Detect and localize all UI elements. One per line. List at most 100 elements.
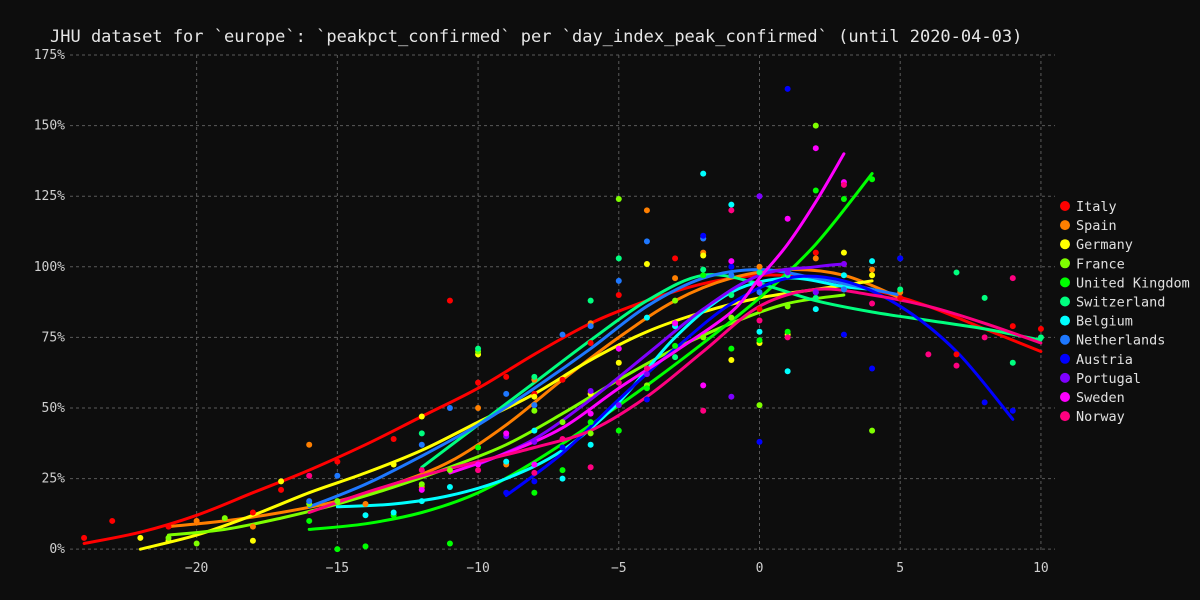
data-point-portugal <box>643 371 650 378</box>
data-point-belgium <box>840 272 847 279</box>
trend-line-netherlands <box>307 268 902 509</box>
data-point-italy <box>278 486 285 493</box>
data-point-belgium <box>587 441 594 448</box>
data-point-germany <box>390 461 397 468</box>
data-point-spain <box>643 207 650 214</box>
data-point-switzerland <box>1009 359 1016 366</box>
data-point-france <box>221 515 228 522</box>
data-point-austria <box>503 489 510 496</box>
data-point-sweden <box>615 345 622 352</box>
data-point-italy <box>446 297 453 304</box>
data-point-france <box>334 498 341 505</box>
data-point-germany <box>137 534 144 541</box>
data-point-belgium <box>728 201 735 208</box>
data-point-france <box>756 402 763 409</box>
data-point-united-kingdom <box>559 467 566 474</box>
legend-marker-germany <box>1060 239 1070 250</box>
x-tick-label: 10 <box>1033 561 1049 576</box>
data-point-france <box>784 303 791 310</box>
data-point-united-kingdom <box>615 427 622 434</box>
data-point-italy <box>249 509 256 516</box>
legend-marker-switzerland <box>1060 296 1070 307</box>
legend-marker-portugal <box>1060 372 1070 383</box>
data-point-netherlands <box>559 331 566 338</box>
trend-line-belgium <box>335 276 874 509</box>
x-tick-label: 0 <box>756 561 764 576</box>
data-point-belgium <box>531 427 538 434</box>
legend-label-austria: Austria <box>1076 352 1133 368</box>
data-point-united-kingdom <box>700 272 707 279</box>
data-points <box>81 85 1044 553</box>
data-point-spain <box>249 523 256 530</box>
legend-label-belgium: Belgium <box>1076 314 1133 330</box>
data-point-germany <box>869 272 876 279</box>
x-tick-label: −20 <box>185 561 208 576</box>
data-point-netherlands <box>643 238 650 245</box>
data-point-germany <box>531 393 538 400</box>
legend-label-switzerland: Switzerland <box>1076 295 1165 311</box>
data-point-portugal <box>587 388 594 395</box>
data-point-austria <box>840 331 847 338</box>
x-tick-label: −10 <box>466 561 489 576</box>
data-point-united-kingdom <box>531 489 538 496</box>
legend-label-united-kingdom: United Kingdom <box>1076 275 1190 291</box>
data-point-italy <box>812 249 819 256</box>
data-point-germany <box>418 413 425 420</box>
data-point-united-kingdom <box>446 540 453 547</box>
data-point-austria <box>531 478 538 485</box>
data-point-belgium <box>362 512 369 519</box>
data-point-germany <box>278 478 285 485</box>
trend-line-united-kingdom <box>307 172 874 531</box>
data-point-united-kingdom <box>643 385 650 392</box>
data-point-portugal <box>531 438 538 445</box>
x-tick-label: −5 <box>611 561 627 576</box>
legend-marker-austria <box>1060 353 1070 364</box>
data-point-germany <box>615 359 622 366</box>
data-point-norway <box>925 351 932 358</box>
data-point-spain <box>672 275 679 282</box>
data-point-italy <box>1009 323 1016 330</box>
legend-marker-italy <box>1060 201 1070 211</box>
data-point-norway <box>700 407 707 414</box>
data-point-austria <box>728 263 735 270</box>
y-tick-label: 125% <box>34 189 65 204</box>
legend-marker-united-kingdom <box>1060 277 1070 288</box>
data-point-sweden <box>784 215 791 222</box>
data-point-portugal <box>615 402 622 409</box>
data-point-portugal <box>784 269 791 276</box>
data-point-netherlands <box>756 289 763 296</box>
trend-line-germany <box>138 279 874 551</box>
data-point-netherlands <box>728 272 735 279</box>
legend-marker-sweden <box>1060 392 1070 402</box>
data-point-sweden <box>728 258 735 265</box>
data-point-portugal <box>756 193 763 200</box>
data-point-norway <box>869 300 876 307</box>
trend-line-france <box>167 293 846 537</box>
data-point-france <box>418 481 425 488</box>
data-point-norway <box>418 467 425 474</box>
data-point-germany <box>728 356 735 363</box>
data-point-austria <box>869 365 876 372</box>
data-point-norway <box>728 207 735 214</box>
data-point-spain <box>756 263 763 270</box>
data-point-united-kingdom <box>756 337 763 344</box>
data-point-germany <box>700 252 707 259</box>
data-point-belgium <box>559 475 566 482</box>
data-point-belgium <box>812 306 819 313</box>
data-point-norway <box>953 362 960 369</box>
data-point-belgium <box>390 509 397 516</box>
data-point-netherlands <box>503 390 510 397</box>
trend-line-austria <box>504 274 1015 497</box>
data-point-united-kingdom <box>869 176 876 183</box>
legend: Italy Spain Germany France United Kingdom Swi… <box>1060 199 1190 425</box>
data-point-italy <box>390 436 397 443</box>
data-point-sweden <box>672 320 679 327</box>
data-point-belgium <box>503 458 510 465</box>
data-point-norway <box>784 334 791 341</box>
data-point-sweden <box>418 486 425 493</box>
legend-marker-france <box>1060 258 1070 269</box>
data-point-austria <box>784 85 791 92</box>
data-point-spain <box>306 441 313 448</box>
data-point-france <box>559 419 566 426</box>
